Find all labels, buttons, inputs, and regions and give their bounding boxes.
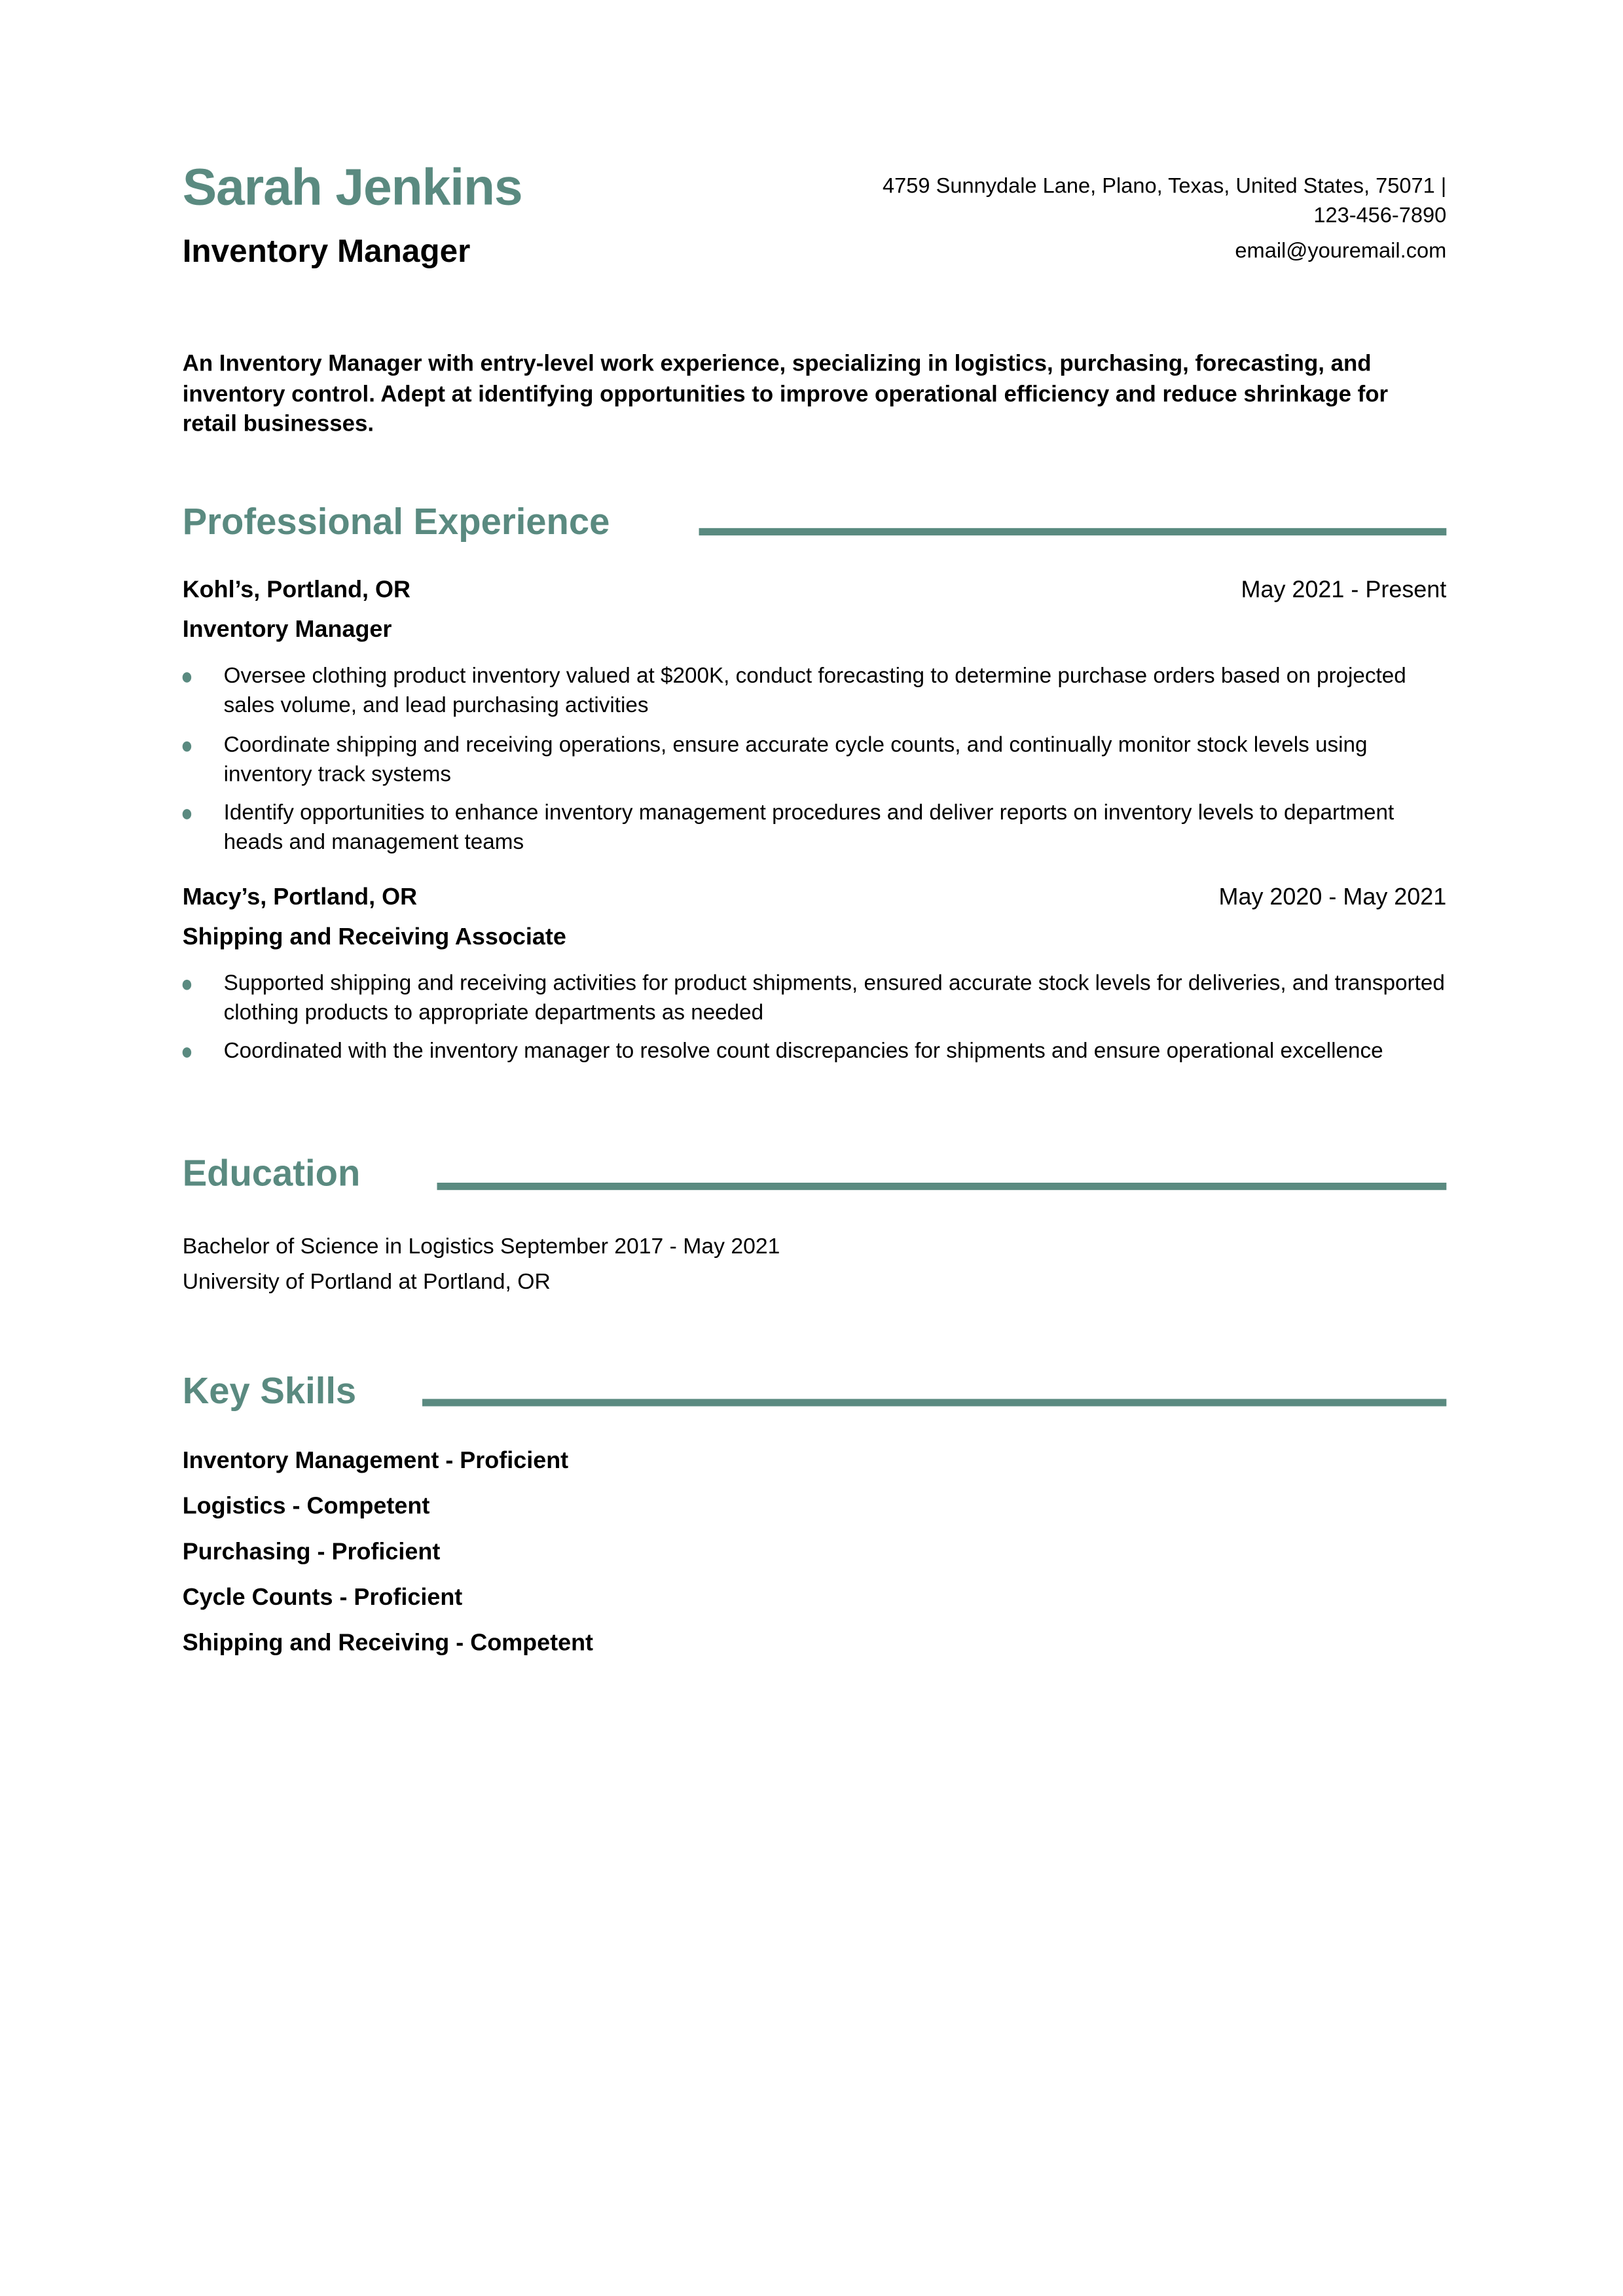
bullet-icon xyxy=(182,979,192,990)
bullet-icon xyxy=(182,809,192,819)
candidate-name: Sarah Jenkins xyxy=(182,158,523,217)
education-school: University of Portland at Portland, OR xyxy=(182,1269,551,1295)
summary: An Inventory Manager with entry-level wo… xyxy=(182,351,1389,437)
job-bullet: Coordinated with the inventory manager t… xyxy=(182,1039,1453,1067)
job-bullet: Coordinate shipping and receiving operat… xyxy=(182,732,1453,790)
job-role: Inventory Manager xyxy=(182,617,392,643)
section-heading-skills: Key Skills xyxy=(182,1371,357,1412)
section-heading-experience: Professional Experience xyxy=(182,501,610,543)
address: 4759 Sunnydale Lane, Plano, Texas, Unite… xyxy=(883,175,1447,199)
job-bullet: Supported shipping and receiving activit… xyxy=(182,971,1453,1028)
phone: 123-456-7890 xyxy=(1313,204,1447,228)
job-dates: May 2020 - May 2021 xyxy=(1218,885,1447,911)
email: email@youremail.com xyxy=(1235,240,1447,264)
bullet-icon xyxy=(182,1047,192,1058)
job-role: Shipping and Receiving Associate xyxy=(182,925,566,950)
bullet-icon xyxy=(182,672,192,683)
skill-item: Purchasing - Proficient xyxy=(182,1540,441,1566)
job-bullet: Identify opportunities to enhance invent… xyxy=(182,800,1453,858)
job-company: Macy’s, Portland, OR xyxy=(182,885,418,911)
job-dates: May 2021 - Present xyxy=(1241,578,1447,603)
skill-item: Inventory Management - Proficient xyxy=(182,1448,569,1474)
section-heading-education: Education xyxy=(182,1153,361,1194)
education-degree: Bachelor of Science in Logistics Septemb… xyxy=(182,1234,780,1259)
section-rule xyxy=(699,528,1447,536)
skill-item: Shipping and Receiving - Competent xyxy=(182,1631,594,1657)
skill-item: Logistics - Competent xyxy=(182,1494,430,1520)
candidate-title: Inventory Manager xyxy=(182,232,471,270)
section-rule xyxy=(437,1182,1447,1191)
skill-item: Cycle Counts - Proficient xyxy=(182,1585,463,1611)
bullet-icon xyxy=(182,741,192,752)
job-bullet: Oversee clothing product inventory value… xyxy=(182,664,1453,721)
section-rule xyxy=(422,1399,1447,1407)
job-company: Kohl’s, Portland, OR xyxy=(182,578,410,603)
